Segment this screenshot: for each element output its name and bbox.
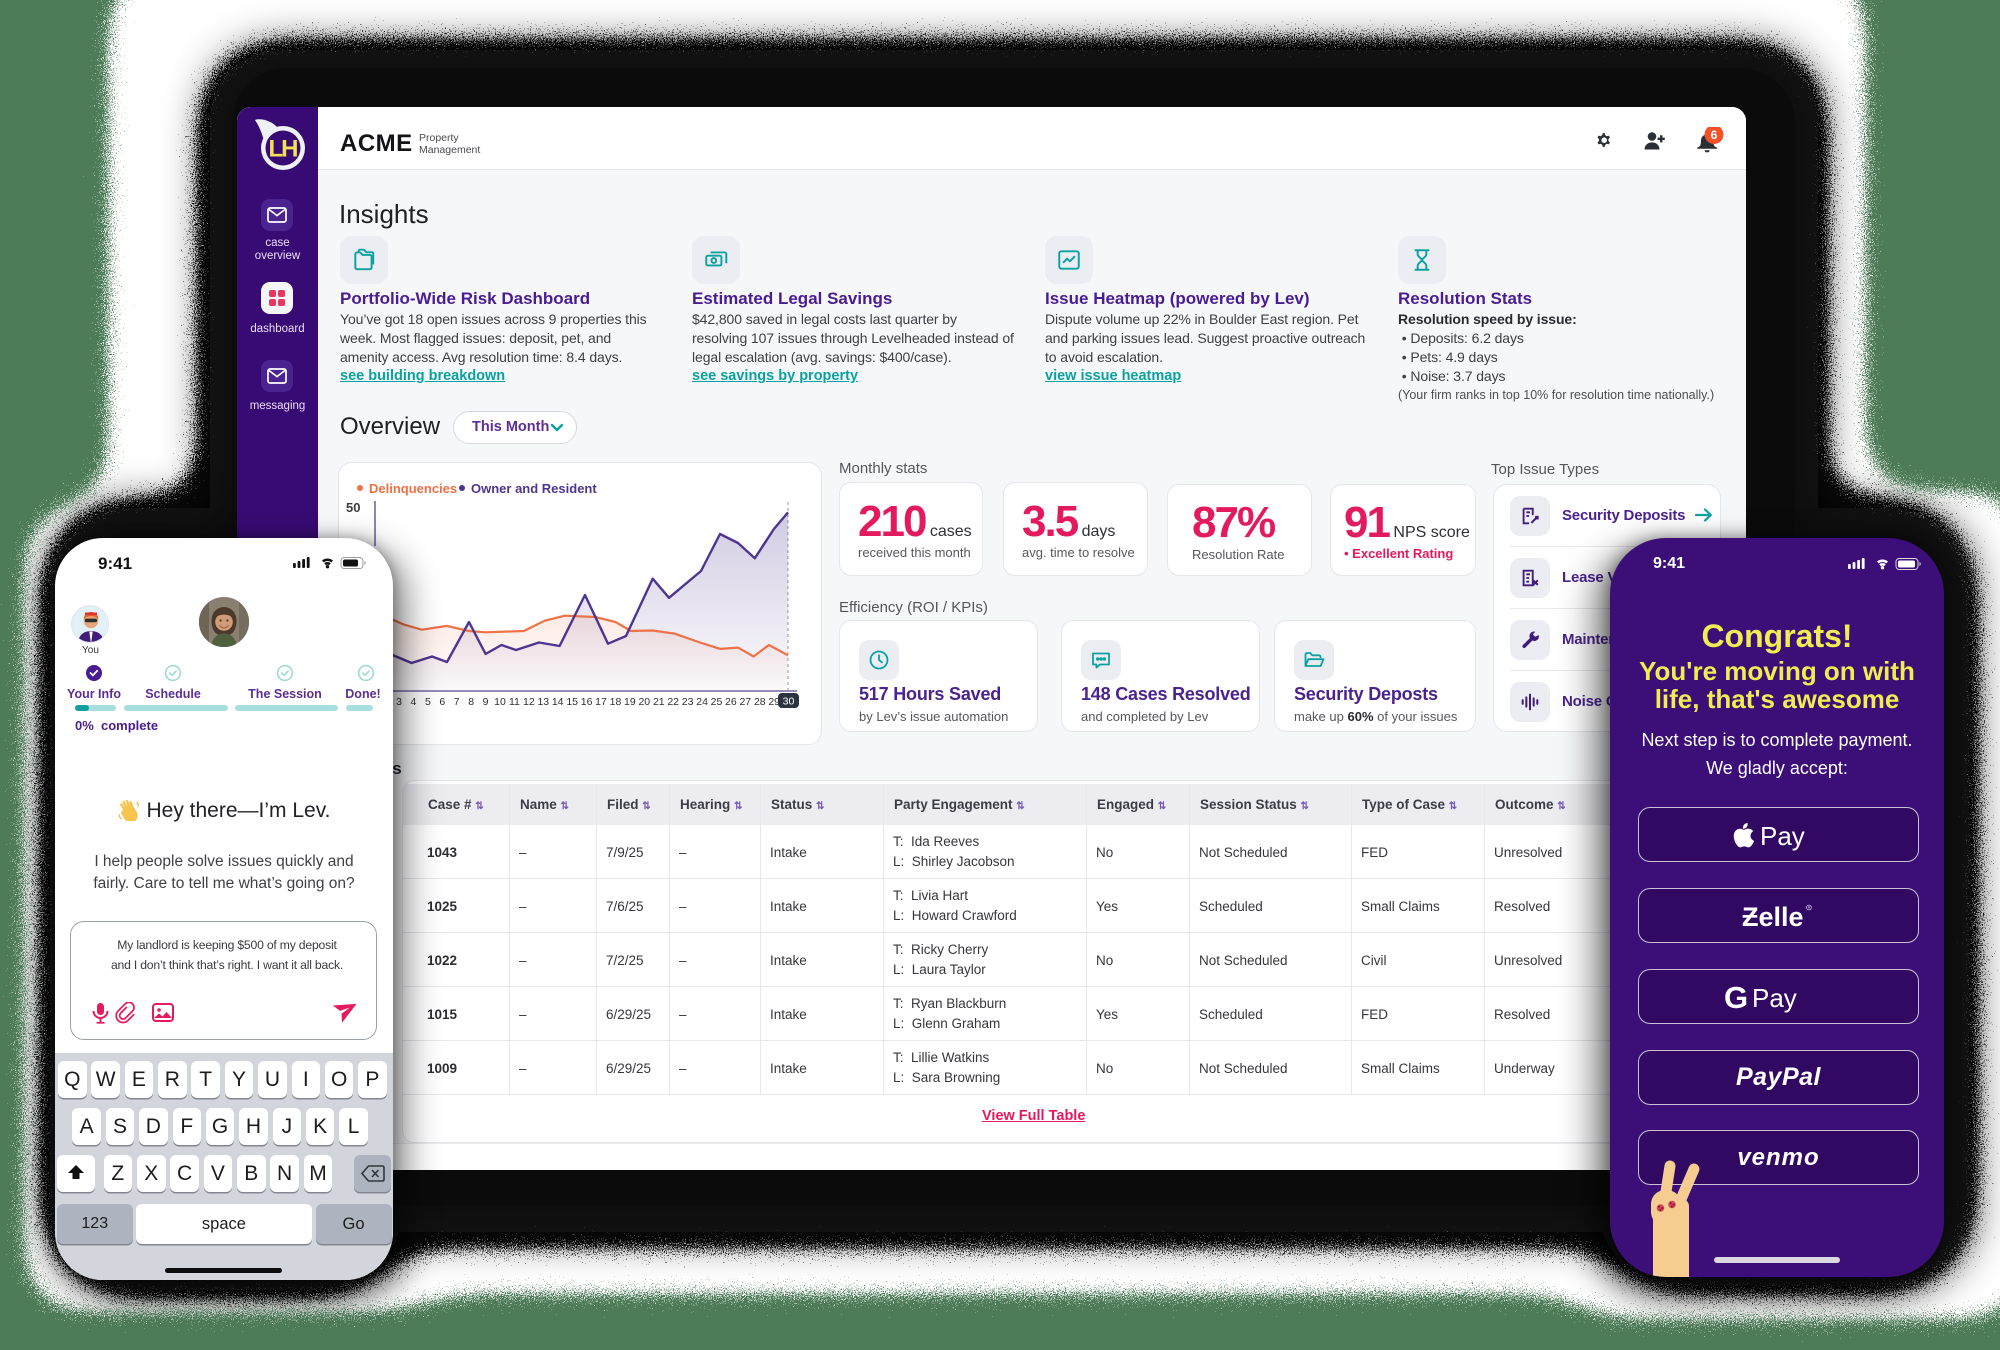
svg-text:8: 8 [468,696,474,708]
svg-text:4: 4 [410,696,416,708]
svg-text:10: 10 [494,696,506,708]
svg-text:22: 22 [667,696,679,708]
svg-text:27: 27 [739,696,751,708]
svg-text:29: 29 [768,696,780,708]
svg-text:30: 30 [783,696,795,708]
svg-text:R: R [1807,905,1810,910]
svg-text:3: 3 [396,696,402,708]
svg-text:11: 11 [509,696,520,708]
svg-text:20: 20 [638,696,650,708]
svg-text:16: 16 [581,696,593,708]
svg-text:21: 21 [653,696,665,708]
svg-text:23: 23 [682,696,694,708]
svg-text:LH: LH [269,136,298,163]
svg-text:5: 5 [425,696,431,708]
svg-text:24: 24 [696,696,708,708]
svg-text:Delinquencies: Delinquencies [369,481,457,496]
svg-text:15: 15 [566,696,578,708]
svg-text:50: 50 [346,500,360,515]
svg-text:25: 25 [711,696,723,708]
svg-text:G: G [1724,980,1748,1015]
svg-text:19: 19 [624,696,636,708]
svg-text:Pay: Pay [1760,821,1805,851]
svg-text:12: 12 [523,696,535,708]
svg-text:Ƶelle: Ƶelle [1742,902,1804,932]
svg-text:7: 7 [454,696,460,708]
svg-text:13: 13 [537,696,549,708]
svg-text:Owner and Resident: Owner and Resident [471,481,597,496]
svg-text:14: 14 [552,696,564,708]
svg-text:6: 6 [1711,128,1718,142]
svg-text:9: 9 [483,696,489,708]
svg-text:18: 18 [610,696,622,708]
svg-text:Pay: Pay [1752,983,1797,1013]
svg-text:28: 28 [754,696,766,708]
svg-text:6: 6 [439,696,445,708]
svg-text:26: 26 [725,696,737,708]
svg-text:17: 17 [595,696,607,708]
